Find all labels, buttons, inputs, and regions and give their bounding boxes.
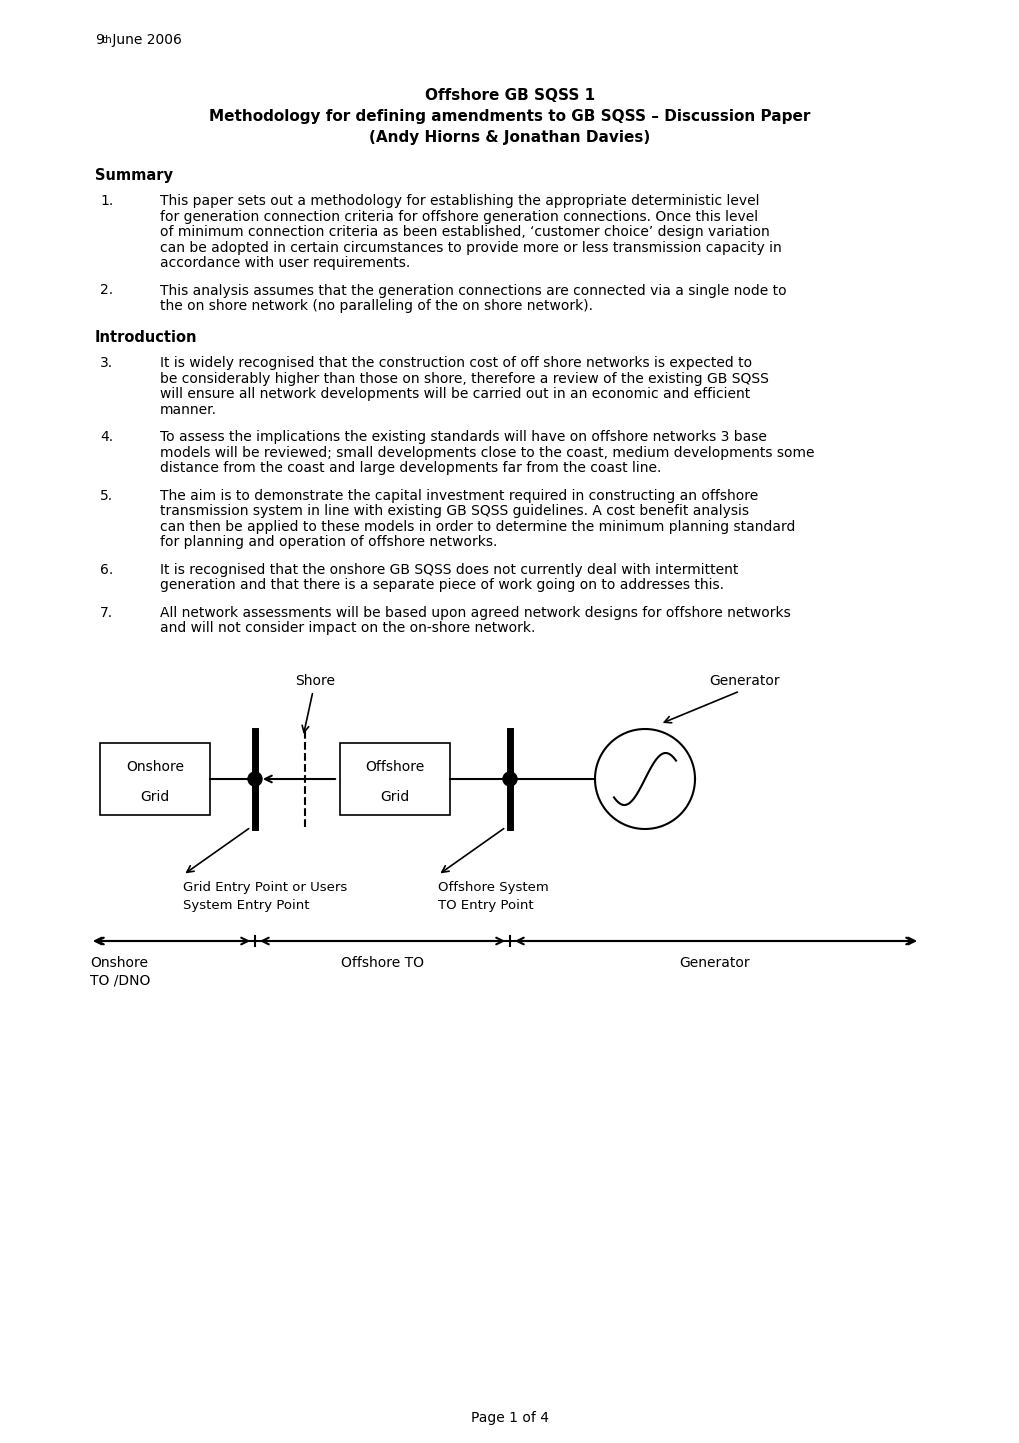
Text: Generator: Generator [709, 674, 780, 688]
Circle shape [248, 772, 262, 786]
Text: Grid: Grid [141, 789, 169, 804]
Text: It is recognised that the onshore GB SQSS does not currently deal with intermitt: It is recognised that the onshore GB SQS… [160, 563, 738, 577]
Text: 3.: 3. [100, 356, 113, 371]
Text: for planning and operation of offshore networks.: for planning and operation of offshore n… [160, 535, 497, 550]
Text: Introduction: Introduction [95, 330, 198, 345]
Text: accordance with user requirements.: accordance with user requirements. [160, 255, 410, 270]
Text: of minimum connection criteria as been established, ‘customer choice’ design var: of minimum connection criteria as been e… [160, 225, 769, 240]
Text: 2.: 2. [100, 283, 113, 297]
Text: 1.: 1. [100, 193, 113, 208]
Text: 9: 9 [95, 33, 104, 48]
Text: TO /DNO: TO /DNO [90, 974, 150, 988]
Text: generation and that there is a separate piece of work going on to addresses this: generation and that there is a separate … [160, 579, 723, 593]
Text: manner.: manner. [160, 403, 217, 417]
Text: 5.: 5. [100, 489, 113, 504]
Text: Page 1 of 4: Page 1 of 4 [471, 1411, 548, 1426]
Text: Grid Entry Point or Users: Grid Entry Point or Users [182, 882, 346, 895]
Text: will ensure all network developments will be carried out in an economic and effi: will ensure all network developments wil… [160, 388, 750, 401]
Text: Generator: Generator [679, 957, 750, 970]
Text: June 2006: June 2006 [108, 33, 181, 48]
Bar [100, 743, 210, 815]
Text: Offshore System: Offshore System [437, 882, 548, 895]
Text: This paper sets out a methodology for establishing the appropriate deterministic: This paper sets out a methodology for es… [160, 193, 759, 208]
Text: for generation connection criteria for offshore generation connections. Once thi: for generation connection criteria for o… [160, 209, 757, 224]
Text: 7.: 7. [100, 606, 113, 620]
Text: All network assessments will be based upon agreed network designs for offshore n: All network assessments will be based up… [160, 606, 790, 620]
Text: Shore: Shore [294, 674, 334, 688]
Text: This analysis assumes that the generation connections are connected via a single: This analysis assumes that the generatio… [160, 283, 786, 297]
Text: and will not consider impact on the on-shore network.: and will not consider impact on the on-s… [160, 622, 535, 635]
Text: Grid: Grid [380, 789, 410, 804]
Text: TO Entry Point: TO Entry Point [437, 899, 533, 912]
Text: distance from the coast and large developments far from the coast line.: distance from the coast and large develo… [160, 462, 660, 476]
Text: 6.: 6. [100, 563, 113, 577]
Text: Methodology for defining amendments to GB SQSS – Discussion Paper: Methodology for defining amendments to G… [209, 110, 810, 124]
Text: th: th [102, 35, 112, 45]
Text: models will be reviewed; small developments close to the coast, medium developme: models will be reviewed; small developme… [160, 446, 814, 460]
Text: Onshore: Onshore [90, 957, 148, 970]
Text: The aim is to demonstrate the capital investment required in constructing an off: The aim is to demonstrate the capital in… [160, 489, 757, 504]
Text: transmission system in line with existing GB SQSS guidelines. A cost benefit ana: transmission system in line with existin… [160, 505, 748, 518]
Text: Offshore GB SQSS 1: Offshore GB SQSS 1 [425, 88, 594, 102]
Text: be considerably higher than those on shore, therefore a review of the existing G: be considerably higher than those on sho… [160, 372, 768, 385]
Text: 4.: 4. [100, 430, 113, 444]
Text: To assess the implications the existing standards will have on offshore networks: To assess the implications the existing … [160, 430, 766, 444]
Text: System Entry Point: System Entry Point [182, 899, 309, 912]
Text: (Andy Hiorns & Jonathan Davies): (Andy Hiorns & Jonathan Davies) [369, 130, 650, 144]
Bar [339, 743, 449, 815]
Text: can be adopted in certain circumstances to provide more or less transmission cap: can be adopted in certain circumstances … [160, 241, 781, 254]
Circle shape [502, 772, 517, 786]
Text: Summary: Summary [95, 167, 173, 183]
Text: It is widely recognised that the construction cost of off shore networks is expe: It is widely recognised that the constru… [160, 356, 751, 371]
Text: Offshore TO: Offshore TO [340, 957, 424, 970]
Text: can then be applied to these models in order to determine the minimum planning s: can then be applied to these models in o… [160, 519, 795, 534]
Text: the on shore network (no paralleling of the on shore network).: the on shore network (no paralleling of … [160, 299, 592, 313]
Text: Onshore: Onshore [126, 760, 183, 773]
Text: Offshore: Offshore [365, 760, 424, 773]
